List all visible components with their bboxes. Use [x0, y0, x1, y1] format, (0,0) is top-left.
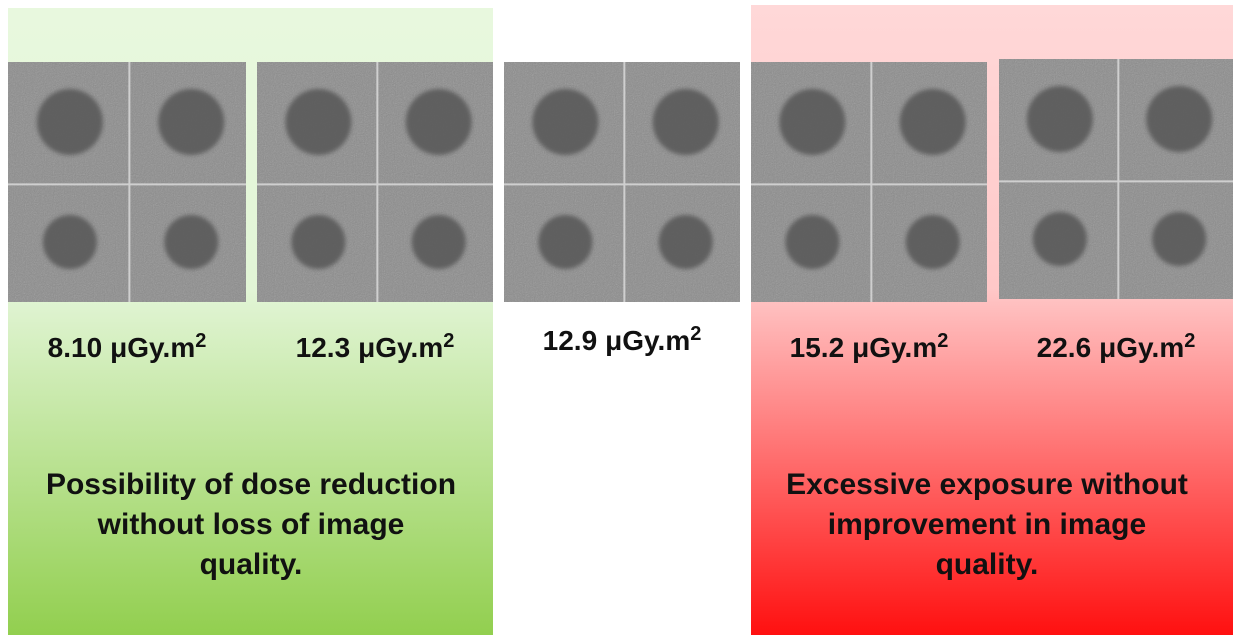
note-line: Possibility of dose reduction — [46, 468, 456, 501]
notes: Possibility of dose reduction without los… — [46, 468, 1188, 581]
contrast-disc — [1146, 86, 1212, 152]
dose-unit: μGy.m — [358, 332, 443, 363]
dose-value: 15.2 — [790, 332, 845, 363]
contrast-disc — [653, 89, 719, 155]
unit-exponent: 2 — [443, 330, 454, 352]
contrast-disc — [291, 215, 345, 269]
note-line: quality. — [936, 548, 1039, 581]
note-line: Excessive exposure without — [786, 468, 1188, 501]
contrast-disc — [37, 89, 103, 155]
contrast-disc — [285, 89, 351, 155]
dose-value: 8.10 — [48, 332, 103, 363]
contrast-disc — [164, 215, 218, 269]
phantom-image — [257, 62, 493, 302]
phantom-image — [8, 62, 246, 302]
dose-unit: μGy.m — [605, 325, 690, 356]
phantom-image — [999, 59, 1233, 299]
contrast-disc — [158, 89, 224, 155]
dose-unit: μGy.m — [852, 332, 937, 363]
figure: 8.10μGy.m212.3μGy.m212.9μGy.m215.2μGy.m2… — [0, 0, 1233, 635]
contrast-disc — [538, 215, 592, 269]
phantom-image — [751, 62, 987, 302]
page: 8.10μGy.m212.3μGy.m212.9μGy.m215.2μGy.m2… — [0, 0, 1233, 635]
note-line: quality. — [200, 548, 303, 581]
unit-exponent: 2 — [937, 330, 948, 352]
contrast-disc — [785, 215, 839, 269]
dose-unit: μGy.m — [1099, 332, 1184, 363]
unit-exponent: 2 — [1184, 330, 1195, 352]
contrast-disc — [906, 215, 960, 269]
contrast-disc — [1152, 212, 1206, 266]
contrast-disc — [900, 89, 966, 155]
dose-value: 22.6 — [1037, 332, 1092, 363]
unit-exponent: 2 — [195, 330, 206, 352]
contrast-disc — [406, 89, 472, 155]
contrast-disc — [412, 215, 466, 269]
note-line: improvement in image — [828, 508, 1146, 541]
dose-unit: μGy.m — [110, 332, 195, 363]
contrast-disc — [1033, 212, 1087, 266]
contrast-disc — [659, 215, 713, 269]
unit-exponent: 2 — [690, 323, 701, 345]
dose-value: 12.9 — [543, 325, 598, 356]
contrast-disc — [532, 89, 598, 155]
note-line: without loss of image — [97, 508, 405, 541]
contrast-disc — [43, 215, 97, 269]
contrast-disc — [779, 89, 845, 155]
dose-value: 12.3 — [296, 332, 351, 363]
phantom-image — [504, 62, 740, 302]
contrast-disc — [1027, 86, 1093, 152]
